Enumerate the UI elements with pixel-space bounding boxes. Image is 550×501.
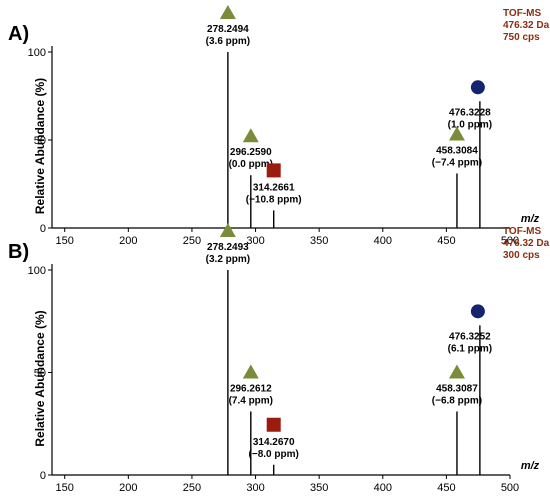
- peak-mz-label: 296.2590: [230, 147, 272, 158]
- triangle-marker: [448, 126, 465, 141]
- square-marker: [266, 417, 281, 432]
- peak-ppm-label: (1.0 ppm): [448, 119, 492, 130]
- peak-mz-label: 278.2493: [207, 242, 249, 253]
- peak-ppm-label: (−7.4 ppm): [432, 157, 482, 168]
- x-tick-label: 450: [437, 482, 455, 494]
- triangle-marker: [448, 364, 465, 379]
- square-marker: [266, 163, 281, 178]
- panel-label: A): [8, 23, 29, 45]
- acquisition-annotation-line: TOF-MS: [503, 8, 541, 19]
- y-tick-label: 50: [34, 135, 46, 147]
- peak-mz-label: 296.2612: [230, 383, 272, 394]
- triangle-marker: [242, 364, 259, 379]
- triangle-marker: [219, 223, 236, 237]
- x-tick-label: 150: [56, 235, 74, 247]
- y-tick-label: 0: [40, 223, 46, 235]
- x-tick-label: 150: [56, 482, 74, 494]
- peak-mz-label: 278.2494: [207, 24, 249, 35]
- peak-ppm-label: (7.4 ppm): [229, 395, 273, 406]
- y-axis-label: Relative Abundance (%): [33, 310, 47, 446]
- x-tick-label: 350: [310, 235, 328, 247]
- x-tick-label: 300: [246, 482, 264, 494]
- x-tick-label: 200: [119, 482, 137, 494]
- x-tick-label: 400: [374, 235, 392, 247]
- x-tick-label: 300: [246, 235, 264, 247]
- y-tick-label: 100: [28, 265, 46, 277]
- x-tick-label: 350: [310, 482, 328, 494]
- peak-mz-label: 458.3084: [436, 145, 478, 156]
- triangle-marker: [219, 5, 236, 19]
- peak-ppm-label: (−10.8 ppm): [246, 194, 302, 205]
- x-tick-label: 400: [374, 482, 392, 494]
- acquisition-annotation-line: 476.32 Da: [503, 238, 550, 249]
- acquisition-annotation-line: 750 cps: [503, 32, 540, 43]
- x-tick-label: 450: [437, 235, 455, 247]
- panel-label: B): [8, 241, 29, 263]
- circle-marker: [470, 80, 485, 95]
- circle-marker: [470, 304, 485, 319]
- spectrum-panel-b: B) Relative Abundance (%) 0 50 100 150 200 250 3…: [8, 223, 550, 494]
- peak-ppm-label: (6.1 ppm): [448, 343, 492, 354]
- peak-ppm-label: (0.0 ppm): [229, 159, 273, 170]
- peak-ppm-label: (−6.8 ppm): [432, 395, 482, 406]
- peak-ppm-label: (−8.0 ppm): [249, 449, 299, 460]
- spectrum-panel-a: A) Relative Abundance (%) 0 50 100 150 200 250 3…: [8, 5, 550, 247]
- acquisition-annotation-line: 476.32 Da: [503, 20, 550, 31]
- x-tick-label: 250: [183, 235, 201, 247]
- acquisition-annotation-line: 300 cps: [503, 250, 540, 261]
- peak-ppm-label: (3.2 ppm): [206, 254, 250, 265]
- x-tick-label: 500: [501, 235, 519, 247]
- acquisition-annotation-line: TOF-MS: [503, 226, 541, 237]
- x-axis-unit-label: m/z: [521, 213, 540, 225]
- peak-mz-label: 458.3087: [436, 383, 478, 394]
- x-tick-label: 250: [183, 482, 201, 494]
- peak-mz-label: 314.2670: [253, 437, 295, 448]
- x-tick-label: 500: [501, 482, 519, 494]
- peak-mz-label: 476.3252: [449, 331, 491, 342]
- triangle-marker: [242, 128, 259, 143]
- peak-mz-label: 476.3228: [449, 107, 491, 118]
- y-axis-label: Relative Abundance (%): [33, 78, 47, 214]
- peak-mz-label: 314.2661: [253, 182, 295, 193]
- y-tick-label: 0: [40, 470, 46, 482]
- y-tick-label: 100: [28, 47, 46, 59]
- peak-ppm-label: (3.6 ppm): [206, 36, 250, 47]
- x-axis-unit-label: m/z: [521, 460, 540, 472]
- x-tick-label: 200: [119, 235, 137, 247]
- y-tick-label: 50: [34, 368, 46, 380]
